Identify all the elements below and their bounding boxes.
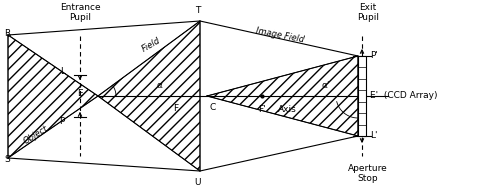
Text: U: U — [195, 178, 201, 187]
Text: R: R — [4, 29, 10, 37]
Text: Exit
Pupil: Exit Pupil — [357, 3, 379, 22]
Text: T: T — [195, 6, 201, 15]
Text: L': L' — [370, 131, 377, 141]
Text: P: P — [59, 117, 65, 125]
Text: F': F' — [258, 105, 266, 114]
Text: S: S — [4, 156, 10, 164]
Text: α': α' — [321, 80, 330, 90]
Text: Entrance
Pupil: Entrance Pupil — [60, 3, 100, 22]
Text: P': P' — [370, 51, 378, 59]
Text: Image Field: Image Field — [255, 26, 305, 44]
Text: E: E — [78, 89, 83, 97]
Text: Object: Object — [22, 124, 50, 146]
Text: α: α — [157, 80, 163, 90]
Text: Field: Field — [140, 36, 162, 54]
Text: Axis: Axis — [278, 105, 297, 114]
Text: E'  (CCD Array): E' (CCD Array) — [370, 91, 437, 101]
Text: F: F — [173, 104, 179, 113]
Text: Aperture
Stop: Aperture Stop — [348, 164, 388, 183]
Text: C: C — [210, 103, 216, 112]
Bar — [358, 56, 366, 136]
Text: L: L — [60, 68, 65, 76]
